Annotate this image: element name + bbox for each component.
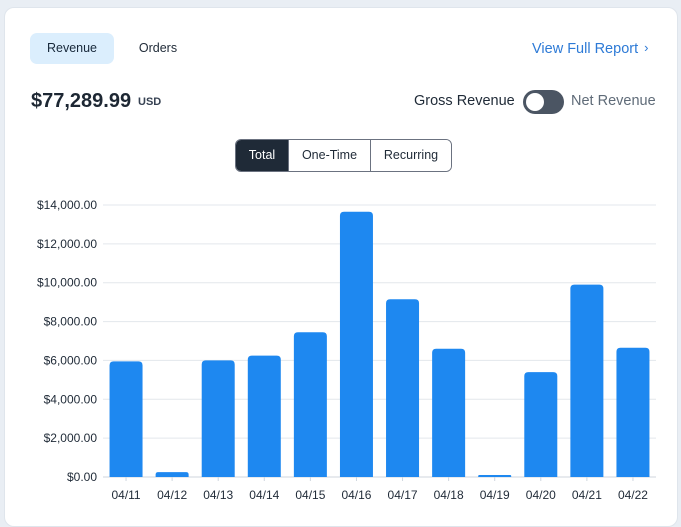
revenue-segment-control: Total One-Time Recurring	[235, 139, 452, 172]
bar	[616, 347, 650, 477]
segment-recurring[interactable]: Recurring	[370, 140, 451, 171]
chevron-right-icon: ›	[644, 40, 649, 55]
bar	[570, 284, 604, 477]
bar	[201, 360, 235, 477]
bar	[386, 299, 420, 477]
tab-orders[interactable]: Orders	[138, 41, 178, 55]
bar	[155, 472, 189, 477]
segment-total[interactable]: Total	[236, 140, 288, 171]
y-tick-label: $14,000.00	[37, 198, 97, 212]
revenue-amount: $77,289.99	[31, 90, 132, 112]
view-full-report-link[interactable]: View Full Report ›	[532, 40, 649, 57]
revenue-card: Revenue Orders View Full Report › $77,289…	[4, 7, 678, 527]
tab-revenue[interactable]: Revenue	[30, 33, 114, 64]
y-tick-label: $8,000.00	[44, 315, 98, 329]
bar	[247, 355, 281, 477]
bar	[339, 211, 373, 478]
x-tick-label: 04/18	[434, 488, 464, 502]
y-tick-label: $4,000.00	[44, 392, 98, 406]
x-tick-label: 04/20	[526, 488, 556, 502]
y-tick-label: $10,000.00	[37, 276, 97, 290]
currency-code: USD	[138, 96, 162, 108]
bar	[524, 372, 558, 477]
x-tick-label: 04/13	[203, 488, 233, 502]
view-full-report-label: View Full Report	[532, 41, 639, 57]
x-tick-label: 04/16	[341, 488, 371, 502]
net-revenue-label: Net Revenue	[571, 93, 656, 109]
segment-one-time[interactable]: One-Time	[288, 140, 370, 171]
x-tick-label: 04/12	[157, 488, 187, 502]
toggle-knob	[526, 93, 544, 111]
bar	[478, 475, 512, 477]
y-tick-label: $0.00	[67, 470, 97, 484]
revenue-type-toggle[interactable]	[523, 90, 564, 114]
x-tick-label: 04/15	[295, 488, 325, 502]
bar	[109, 361, 143, 477]
x-tick-label: 04/21	[572, 488, 602, 502]
x-tick-label: 04/19	[480, 488, 510, 502]
x-tick-label: 04/17	[388, 488, 418, 502]
y-tick-label: $6,000.00	[44, 353, 98, 367]
bar	[293, 332, 327, 477]
revenue-bar-chart: $0.00 $2,000.00 $4,000.00 $6,000.00 $8,000.0…	[37, 198, 656, 502]
y-tick-label: $12,000.00	[37, 237, 97, 251]
bar	[432, 348, 466, 477]
x-tick-label: 04/11	[111, 488, 140, 502]
y-tick-label: $2,000.00	[44, 431, 98, 445]
gross-revenue-label: Gross Revenue	[414, 93, 515, 109]
x-tick-label: 04/22	[618, 488, 648, 502]
x-tick-label: 04/14	[249, 488, 279, 502]
